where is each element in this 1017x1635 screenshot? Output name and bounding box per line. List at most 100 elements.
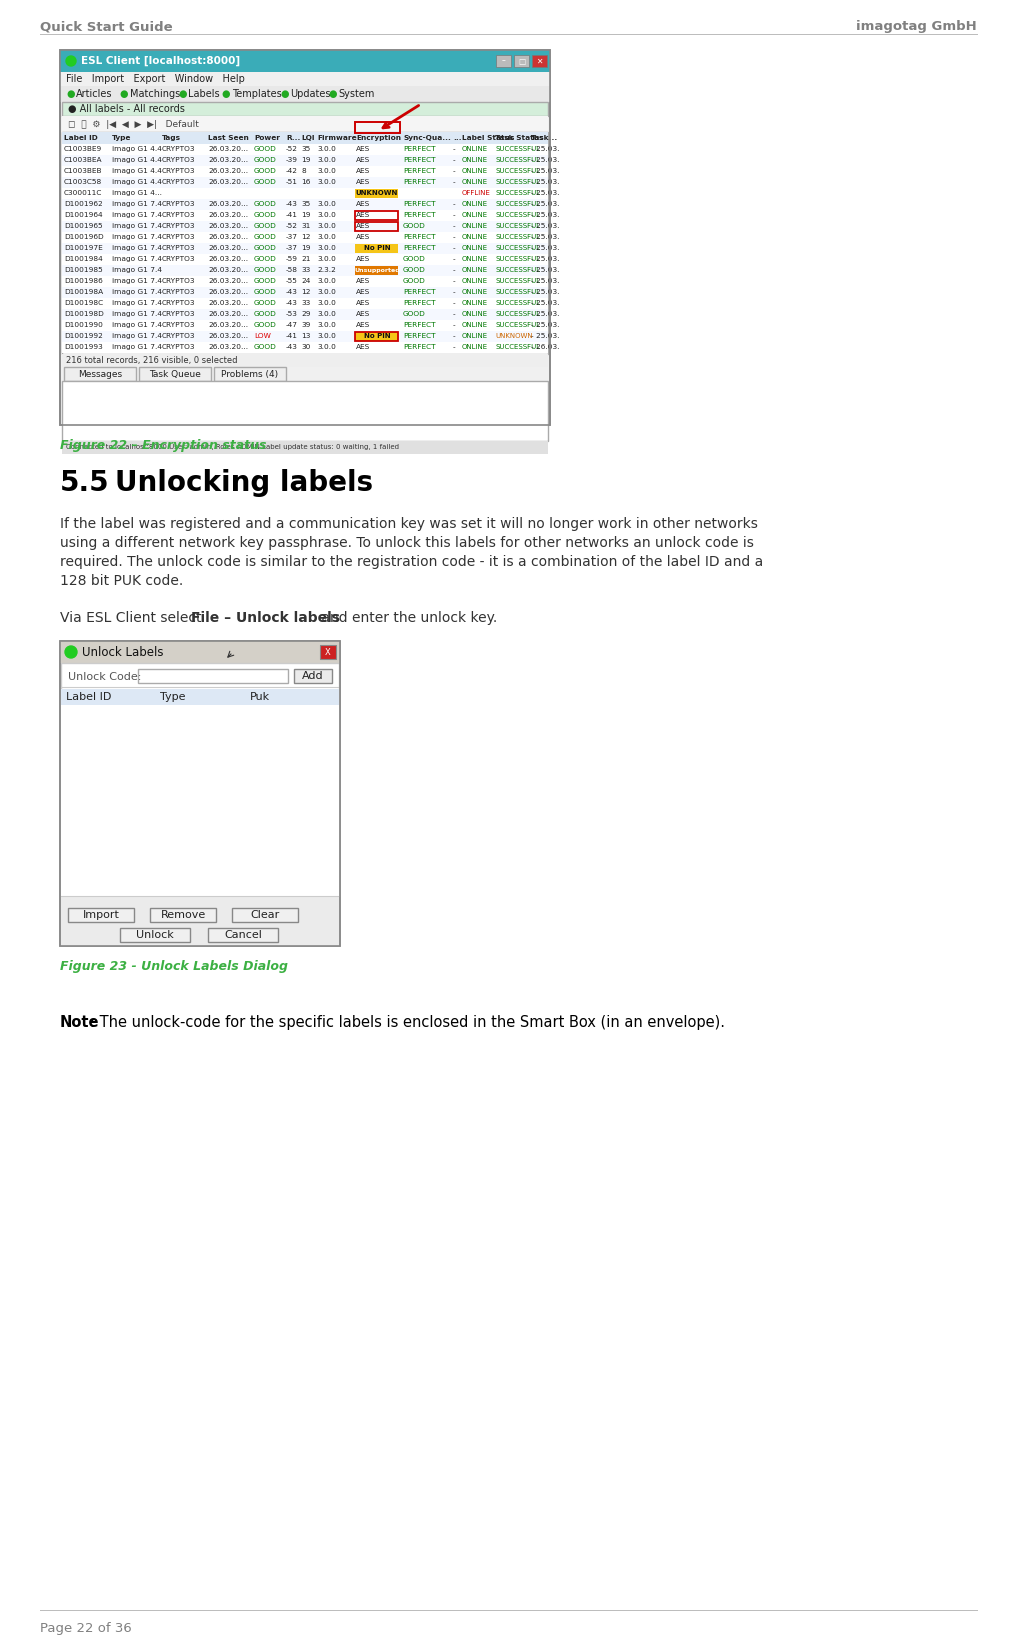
- Text: C1003BEA: C1003BEA: [64, 157, 103, 164]
- Text: imago G1 7.4: imago G1 7.4: [112, 245, 162, 252]
- Text: Task Status: Task Status: [495, 136, 543, 141]
- Text: 3.0.0: 3.0.0: [317, 299, 336, 306]
- Text: -: -: [453, 311, 456, 317]
- Text: -: -: [453, 213, 456, 217]
- Text: PERFECT: PERFECT: [403, 334, 435, 338]
- Text: AES: AES: [356, 157, 370, 164]
- Text: GOOD: GOOD: [254, 322, 277, 329]
- Text: imago G1 4.4: imago G1 4.4: [112, 168, 162, 173]
- Text: 26.03.20...: 26.03.20...: [208, 222, 248, 229]
- Text: SUCCESSFUL: SUCCESSFUL: [495, 168, 540, 173]
- Text: AES: AES: [356, 168, 370, 173]
- FancyBboxPatch shape: [60, 641, 340, 664]
- Text: -55: -55: [286, 278, 298, 284]
- Text: Encryption: Encryption: [356, 136, 401, 141]
- Text: 35: 35: [301, 201, 310, 208]
- Text: File   Import   Export   Window   Help: File Import Export Window Help: [66, 74, 245, 83]
- Text: AES: AES: [356, 289, 370, 294]
- FancyBboxPatch shape: [62, 209, 548, 221]
- Text: 3.0.0: 3.0.0: [317, 168, 336, 173]
- Text: imago G1 4.4: imago G1 4.4: [112, 146, 162, 152]
- Text: imago G1 4...: imago G1 4...: [112, 190, 162, 196]
- Text: 29: 29: [301, 311, 310, 317]
- Text: 26.03.20...: 26.03.20...: [208, 234, 248, 240]
- Text: 26.03.20...: 26.03.20...: [208, 178, 248, 185]
- Text: 26.03.20...: 26.03.20...: [208, 146, 248, 152]
- Text: Connected to localhost:8000 User: admin, Roles ADMIN Label update status: 0 wait: Connected to localhost:8000 User: admin,…: [66, 445, 399, 450]
- Text: 3.0.0: 3.0.0: [317, 222, 336, 229]
- FancyBboxPatch shape: [355, 190, 398, 198]
- Text: –: –: [501, 57, 505, 65]
- Text: D100196D: D100196D: [64, 234, 104, 240]
- Text: Unlocking labels: Unlocking labels: [115, 469, 373, 497]
- FancyBboxPatch shape: [62, 177, 548, 188]
- Text: PERFECT: PERFECT: [403, 168, 435, 173]
- Text: 3.0.0: 3.0.0: [317, 201, 336, 208]
- Text: PERFECT: PERFECT: [403, 343, 435, 350]
- Text: Articles: Articles: [76, 88, 113, 100]
- Text: Note: Note: [60, 1015, 100, 1030]
- FancyBboxPatch shape: [62, 155, 548, 167]
- Text: Labels: Labels: [188, 88, 220, 100]
- Text: AES: AES: [356, 213, 370, 217]
- Text: D1001993: D1001993: [64, 343, 103, 350]
- Text: CRYPTO3: CRYPTO3: [162, 289, 195, 294]
- Text: 5.5: 5.5: [60, 469, 110, 497]
- Text: Import: Import: [82, 911, 119, 921]
- Text: 26.03.20...: 26.03.20...: [208, 257, 248, 262]
- Text: GOOD: GOOD: [254, 201, 277, 208]
- Text: GOOD: GOOD: [254, 168, 277, 173]
- FancyBboxPatch shape: [62, 276, 548, 288]
- Text: GOOD: GOOD: [403, 311, 426, 317]
- Text: SUCCESSFUL: SUCCESSFUL: [495, 289, 540, 294]
- Text: imago G1 7.4: imago G1 7.4: [112, 311, 162, 317]
- Text: GOOD: GOOD: [254, 299, 277, 306]
- FancyBboxPatch shape: [60, 72, 550, 87]
- Text: CRYPTO3: CRYPTO3: [162, 178, 195, 185]
- Text: CRYPTO3: CRYPTO3: [162, 222, 195, 229]
- Text: - 25.03.: - 25.03.: [531, 278, 559, 284]
- FancyBboxPatch shape: [64, 366, 136, 381]
- Text: Label Status: Label Status: [462, 136, 515, 141]
- Text: 16: 16: [301, 178, 310, 185]
- Circle shape: [65, 646, 77, 657]
- Text: UNKNOWN: UNKNOWN: [495, 334, 533, 338]
- Text: -: -: [453, 257, 456, 262]
- Text: -: -: [453, 299, 456, 306]
- Text: - 25.03.: - 25.03.: [531, 178, 559, 185]
- Text: CRYPTO3: CRYPTO3: [162, 311, 195, 317]
- Text: PERFECT: PERFECT: [403, 234, 435, 240]
- Text: ONLINE: ONLINE: [462, 278, 488, 284]
- Text: SUCCESSFUL: SUCCESSFUL: [495, 146, 540, 152]
- Text: Label ID: Label ID: [64, 136, 98, 141]
- Text: imago G1 7.4: imago G1 7.4: [112, 278, 162, 284]
- Text: C1003BE9: C1003BE9: [64, 146, 103, 152]
- Text: Last Seen: Last Seen: [208, 136, 249, 141]
- Text: PERFECT: PERFECT: [403, 299, 435, 306]
- Text: AES: AES: [356, 234, 370, 240]
- Text: SUCCESSFUL: SUCCESSFUL: [495, 190, 540, 196]
- Text: LQI: LQI: [301, 136, 314, 141]
- Text: AES: AES: [356, 311, 370, 317]
- FancyBboxPatch shape: [62, 144, 548, 155]
- Text: AES: AES: [356, 343, 370, 350]
- Text: 26.03.20...: 26.03.20...: [208, 343, 248, 350]
- FancyBboxPatch shape: [355, 244, 398, 253]
- Text: Power: Power: [254, 136, 280, 141]
- Text: -37: -37: [286, 234, 298, 240]
- Text: CRYPTO3: CRYPTO3: [162, 322, 195, 329]
- Text: -41: -41: [286, 334, 298, 338]
- Text: PERFECT: PERFECT: [403, 213, 435, 217]
- Text: ONLINE: ONLINE: [462, 168, 488, 173]
- Text: Via ESL Client select: Via ESL Client select: [60, 611, 205, 625]
- Text: - 25.03.: - 25.03.: [531, 157, 559, 164]
- Text: Quick Start Guide: Quick Start Guide: [40, 20, 173, 33]
- Text: SUCCESSFUL: SUCCESSFUL: [495, 178, 540, 185]
- Text: C1003BEB: C1003BEB: [64, 168, 103, 173]
- FancyBboxPatch shape: [232, 907, 298, 922]
- Text: CRYPTO3: CRYPTO3: [162, 201, 195, 208]
- Text: -43: -43: [286, 289, 298, 294]
- Text: - 25.03.: - 25.03.: [531, 267, 559, 273]
- Text: GOOD: GOOD: [254, 278, 277, 284]
- Text: imago G1 4.4: imago G1 4.4: [112, 157, 162, 164]
